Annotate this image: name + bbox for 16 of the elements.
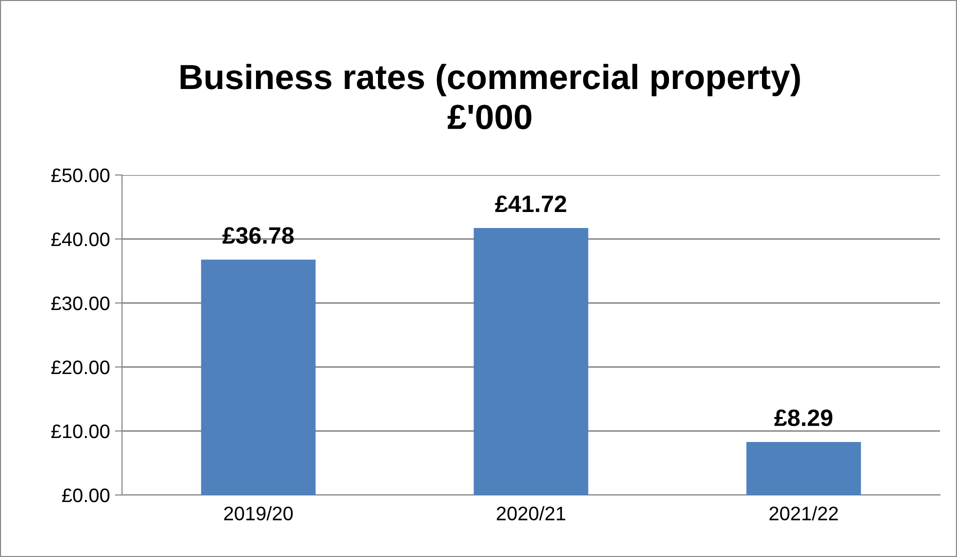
y-tick-label: £0.00: [62, 488, 110, 502]
x-tick-label: 2021/22: [770, 506, 838, 520]
bar: [201, 260, 316, 495]
y-tick-label: £10.00: [51, 424, 110, 438]
bar: [746, 442, 861, 495]
data-label: £36.78: [222, 227, 294, 244]
y-tick-label: £20.00: [51, 360, 110, 374]
x-tick-label: 2019/20: [224, 506, 293, 520]
y-tick-label: £40.00: [51, 232, 110, 246]
y-tick-label: £50.00: [51, 168, 110, 182]
x-tick-label: 2020/21: [496, 506, 566, 520]
data-label: £8.29: [774, 409, 832, 426]
y-tick-label: £30.00: [51, 296, 110, 310]
chart-title: Business rates (commercial property) £'000: [180, 64, 800, 130]
bar: [474, 228, 588, 495]
data-label: £41.72: [495, 195, 566, 212]
